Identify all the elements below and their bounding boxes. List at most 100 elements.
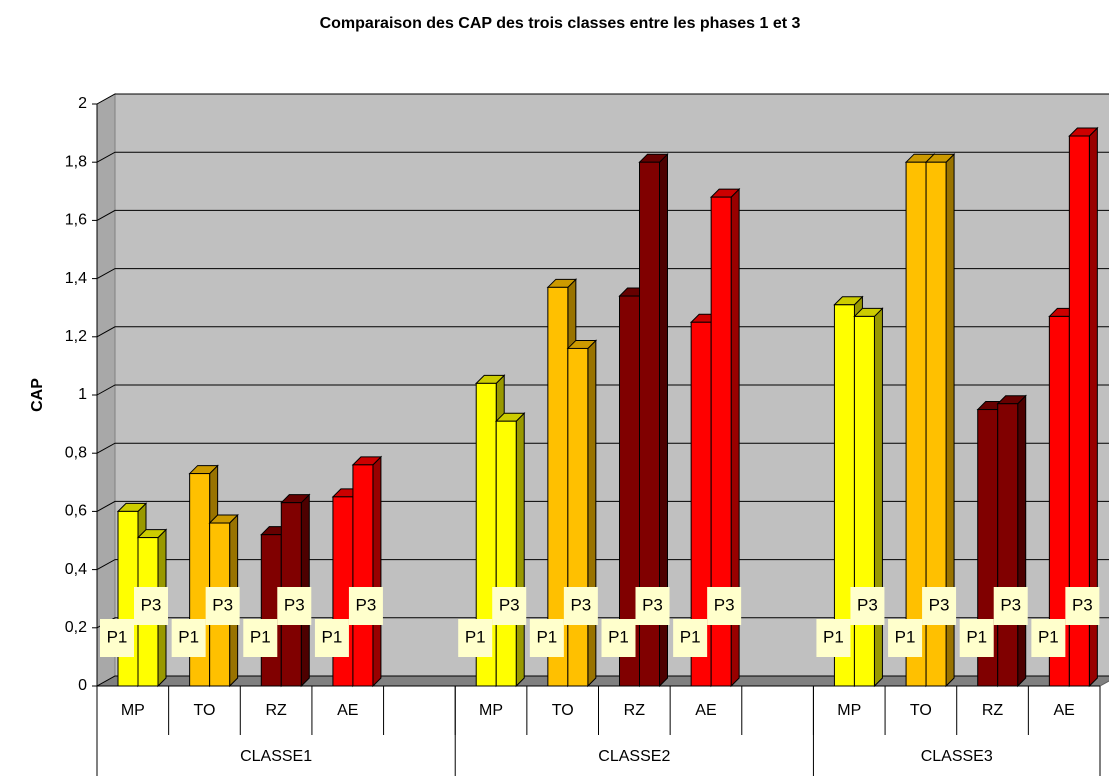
- y-tick-label: 0,2: [65, 619, 87, 636]
- data-label: P1: [608, 627, 629, 646]
- data-label-box: [959, 619, 994, 657]
- bar: [853, 307, 884, 688]
- bar-side: [1017, 394, 1027, 688]
- data-label: P1: [178, 627, 199, 646]
- data-label: P3: [499, 595, 520, 614]
- data-label-box: [277, 587, 312, 625]
- grid-line: [96, 500, 1109, 512]
- data-label-box: [1065, 587, 1100, 625]
- group-label: CLASSE1: [240, 748, 312, 765]
- data-label: P3: [212, 595, 233, 614]
- data-label: P3: [284, 595, 305, 614]
- data-label-box: [635, 587, 670, 625]
- y-tick-label: 1,2: [65, 328, 87, 345]
- data-label: P1: [107, 627, 128, 646]
- grid-line: [96, 384, 1109, 396]
- bar-front: [495, 420, 517, 687]
- data-label: P1: [322, 627, 343, 646]
- grid-line: [96, 151, 1109, 163]
- data-label: P1: [823, 627, 844, 646]
- data-label: P3: [857, 595, 878, 614]
- x-tick-label: RZ: [982, 702, 1004, 719]
- data-label: P1: [465, 627, 486, 646]
- x-tick-label: RZ: [265, 702, 287, 719]
- data-label-box: [100, 619, 134, 657]
- data-label: P1: [895, 627, 916, 646]
- group-label: CLASSE3: [921, 748, 993, 765]
- x-tick-label: TO: [910, 702, 932, 719]
- data-label-box: [707, 587, 742, 625]
- grid-line: [96, 675, 1109, 687]
- bar: [638, 152, 669, 688]
- y-tick-label: 1,8: [65, 153, 87, 170]
- x-tick-label: RZ: [624, 702, 646, 719]
- y-tick-label: 1,4: [65, 270, 87, 287]
- data-label-box: [458, 619, 493, 657]
- bar: [495, 411, 526, 688]
- data-label: P3: [141, 595, 162, 614]
- data-label-box: [348, 587, 383, 625]
- bar-front: [997, 403, 1019, 687]
- data-label: P1: [250, 627, 271, 646]
- x-tick-label: AE: [1054, 702, 1075, 719]
- grid-line: [96, 442, 1109, 454]
- data-label-box: [529, 619, 564, 657]
- data-label-box: [243, 619, 278, 657]
- bar-side: [873, 307, 883, 688]
- x-tick-label: AE: [695, 702, 716, 719]
- x-tick-label: MP: [479, 702, 503, 719]
- data-label: P3: [1000, 595, 1021, 614]
- bar: [566, 339, 598, 688]
- bar-front: [853, 315, 875, 687]
- x-tick-label: MP: [837, 702, 861, 719]
- data-label-box: [134, 587, 168, 625]
- bar: [996, 394, 1027, 688]
- floor: [95, 675, 1109, 687]
- grid-line: [96, 326, 1109, 338]
- data-label-box: [563, 587, 598, 625]
- data-label-box: [314, 619, 349, 657]
- data-label-box: [673, 619, 708, 657]
- data-label-box: [601, 619, 636, 657]
- data-label-box: [888, 619, 923, 657]
- data-label-box: [205, 587, 240, 625]
- chart-title: Comparaison des CAP des trois classes en…: [320, 15, 801, 32]
- data-label-box: [850, 587, 885, 625]
- data-label-box: [922, 587, 957, 625]
- y-tick-label: 0,8: [65, 444, 87, 461]
- y-tick-label: 2: [78, 95, 87, 112]
- data-label: P3: [714, 595, 735, 614]
- bar-front: [567, 347, 589, 687]
- y-tick-label: 1: [78, 386, 87, 403]
- data-label: P3: [356, 595, 377, 614]
- y-tick-label: 0,4: [65, 561, 87, 578]
- x-tick-label: TO: [552, 702, 574, 719]
- y-tick-label: 0,6: [65, 503, 87, 520]
- data-label: P3: [929, 595, 950, 614]
- grid-line: [96, 93, 1109, 105]
- data-label-box: [492, 587, 527, 625]
- x-tick-label: AE: [337, 702, 358, 719]
- y-tick-label: 1,6: [65, 212, 87, 229]
- data-label-box: [993, 587, 1028, 625]
- group-label: CLASSE2: [598, 748, 670, 765]
- data-label-box: [816, 619, 851, 657]
- x-tick-label: MP: [121, 702, 145, 719]
- y-axis-title: CAP: [29, 378, 46, 412]
- data-label-box: [171, 619, 206, 657]
- data-label-box: [1031, 619, 1066, 657]
- data-label: P3: [1072, 595, 1093, 614]
- bar: [351, 455, 383, 688]
- bar-front: [352, 464, 374, 687]
- bar: [709, 187, 741, 688]
- data-label: P1: [680, 627, 701, 646]
- bar: [924, 152, 956, 688]
- data-label: P3: [642, 595, 663, 614]
- bar-side: [587, 339, 597, 688]
- grid-line: [96, 268, 1109, 280]
- data-label: P1: [966, 627, 987, 646]
- y-tick-label: 0: [78, 677, 87, 694]
- data-label: P1: [536, 627, 557, 646]
- data-label: P3: [570, 595, 591, 614]
